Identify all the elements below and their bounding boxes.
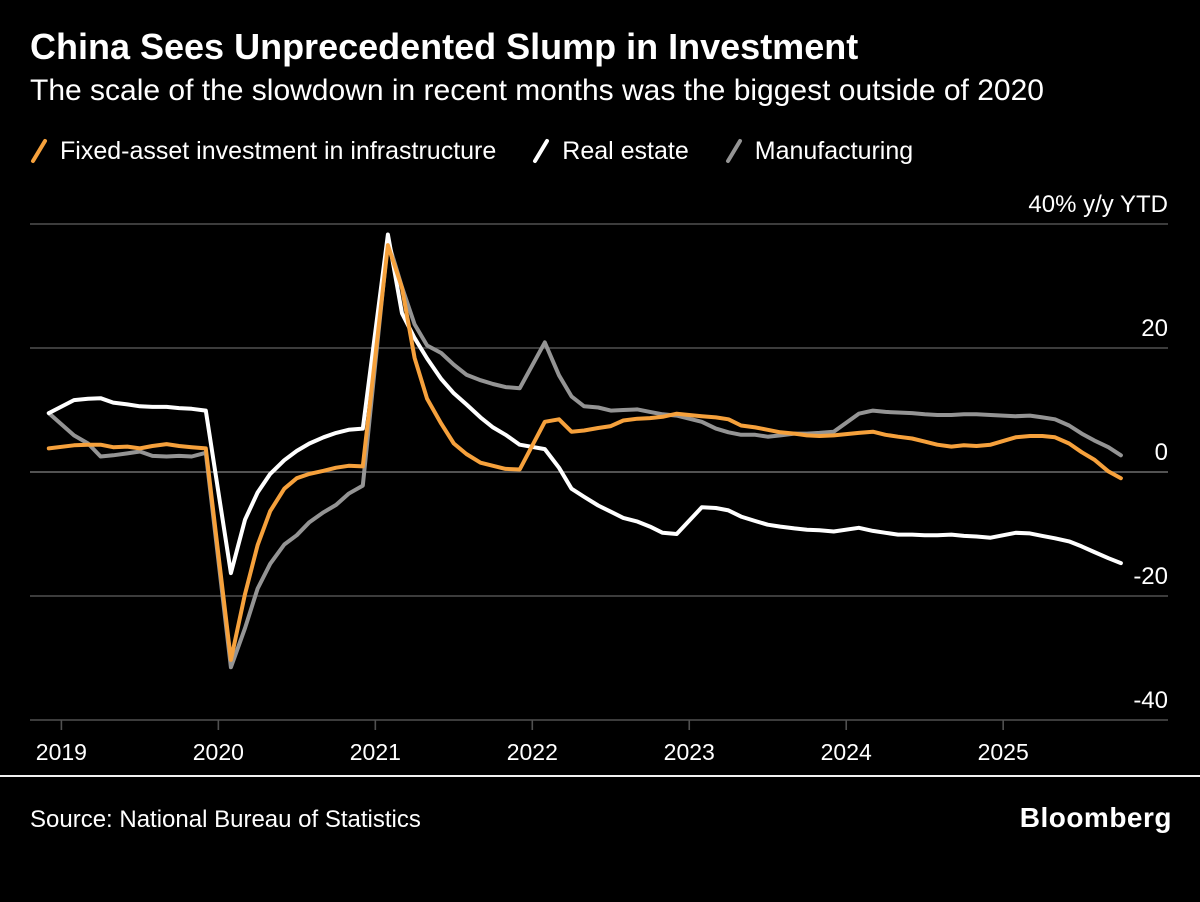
x-tick-label-2019: 2019 bbox=[36, 739, 87, 765]
x-tick-label-2021: 2021 bbox=[350, 739, 401, 765]
chart-title: China Sees Unprecedented Slump in Invest… bbox=[30, 26, 859, 67]
x-tick-label-2023: 2023 bbox=[664, 739, 715, 765]
series-line-real-estate bbox=[46, 232, 1123, 576]
legend-item-infrastructure: Fixed-asset investment in infrastructure bbox=[30, 137, 496, 166]
y-tick-label-20: 20 bbox=[1141, 315, 1168, 342]
legend-item-manufacturing: Manufacturing bbox=[725, 137, 913, 166]
bloomberg-logo: Bloomberg bbox=[1019, 802, 1172, 834]
y-tick-label--40: -40 bbox=[1133, 687, 1168, 714]
legend: Fixed-asset investment in infrastructure… bbox=[30, 136, 1170, 166]
chart-subtitle: The scale of the slowdown in recent mont… bbox=[30, 74, 1044, 108]
legend-item-real-estate: Real estate bbox=[532, 136, 689, 166]
legend-marker-infrastructure-icon bbox=[31, 139, 47, 164]
chart-header: China Sees Unprecedented Slump in Invest… bbox=[0, 0, 1200, 166]
y-tick-label--20: -20 bbox=[1133, 563, 1168, 590]
legend-label-manufacturing: Manufacturing bbox=[754, 136, 914, 165]
line-chart: 40% y/y YTD 20 0 -20 -40 2019 2020 2021 2022 2023… bbox=[0, 194, 1200, 778]
x-tick-label-2022: 2022 bbox=[507, 739, 558, 765]
source-note: Source: National Bureau of Statistics bbox=[30, 806, 421, 834]
legend-marker-real-estate-icon bbox=[533, 139, 550, 164]
y-tick-label-0: 0 bbox=[1155, 439, 1168, 466]
x-tick-label-2025: 2025 bbox=[978, 739, 1029, 765]
legend-marker-manufacturing-icon bbox=[725, 139, 742, 164]
chart-footer: Source: National Bureau of Statistics Bl… bbox=[0, 784, 1200, 834]
series-line-fixed-asset-investment-in-infrastructure bbox=[46, 243, 1123, 663]
legend-label-infrastructure: Fixed-asset investment in infrastructure bbox=[60, 136, 497, 165]
x-tick-label-2024: 2024 bbox=[821, 739, 872, 765]
y-tick-label-40: 40% y/y YTD bbox=[1028, 194, 1168, 218]
legend-label-real-estate: Real estate bbox=[562, 136, 689, 165]
x-tick-label-2020: 2020 bbox=[193, 739, 244, 765]
series-line-manufacturing bbox=[46, 239, 1123, 670]
